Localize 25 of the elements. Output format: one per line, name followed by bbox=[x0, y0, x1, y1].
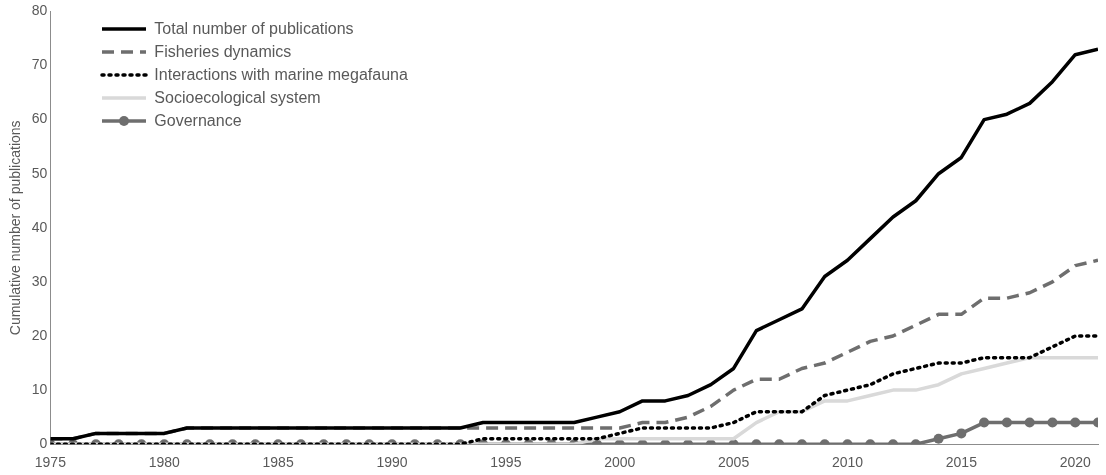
y-tick-label: 0 bbox=[39, 435, 48, 452]
x-tick-label: 1985 bbox=[262, 454, 294, 471]
y-tick-label: 10 bbox=[31, 380, 48, 397]
y-tick-label: 40 bbox=[31, 218, 48, 235]
legend-label: Total number of publications bbox=[154, 19, 354, 38]
y-tick-label: 50 bbox=[31, 164, 48, 181]
y-tick-label: 80 bbox=[31, 2, 48, 19]
x-tick-label: 2000 bbox=[604, 454, 636, 471]
x-tick-label: 2015 bbox=[945, 454, 978, 471]
y-tick-label: 70 bbox=[31, 56, 48, 73]
y-tick-label: 30 bbox=[31, 272, 48, 289]
x-tick-label: 1995 bbox=[490, 454, 522, 471]
legend-label: Fisheries dynamics bbox=[154, 42, 292, 61]
x-tick-label: 2020 bbox=[1059, 454, 1092, 471]
legend-label: Socioecological system bbox=[154, 88, 321, 107]
legend-label: Governance bbox=[154, 111, 242, 130]
x-tick-label: 1980 bbox=[148, 454, 181, 471]
y-tick-label: 60 bbox=[31, 110, 48, 127]
x-tick-label: 1990 bbox=[376, 454, 408, 471]
x-tick-label: 1975 bbox=[34, 454, 67, 471]
legend-label: Interactions with marine megafauna bbox=[154, 65, 408, 84]
y-axis-title: Cumulative number of publications bbox=[7, 120, 24, 336]
y-tick-label: 20 bbox=[31, 326, 48, 343]
x-tick-label: 2010 bbox=[831, 454, 864, 471]
x-tick-label: 2005 bbox=[718, 454, 750, 471]
